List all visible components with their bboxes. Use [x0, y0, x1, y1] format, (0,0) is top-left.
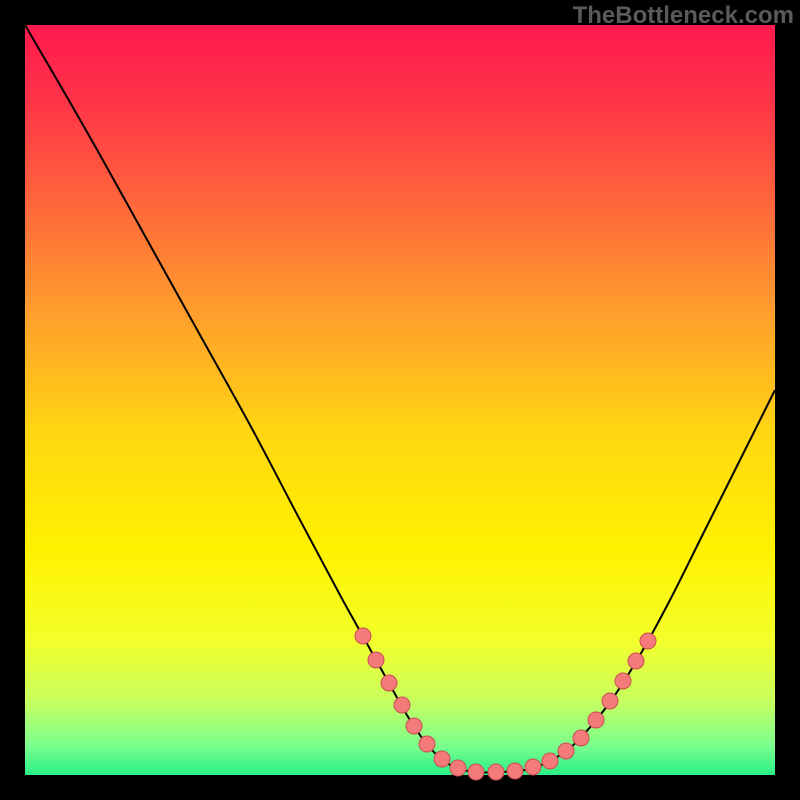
watermark-text: TheBottleneck.com	[573, 2, 794, 30]
plot-area	[25, 25, 775, 775]
